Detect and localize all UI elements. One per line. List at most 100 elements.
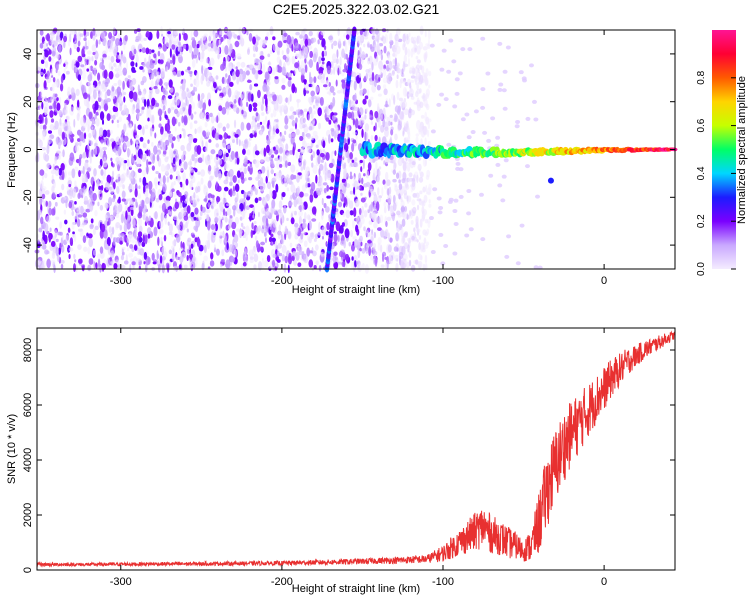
spectrogram-cell — [333, 130, 337, 140]
spectrogram-cell — [187, 66, 191, 71]
spectrogram-cell — [82, 70, 86, 81]
spectrogram-cell — [167, 31, 172, 35]
spectrogram-cell — [216, 196, 221, 203]
spectrogram-cell — [132, 203, 137, 211]
spectrogram-cell — [293, 259, 297, 266]
spectrogram-cell — [332, 40, 338, 46]
spectrogram-cell — [360, 216, 365, 225]
spectrogram-cell — [223, 189, 226, 200]
spectrogram-cell — [180, 70, 185, 76]
spectrogram-cell — [39, 198, 42, 205]
spectrogram-cell — [290, 174, 295, 180]
spectrogram-cell — [328, 162, 334, 169]
spectrogram-cell — [205, 208, 209, 213]
spectrogram-cell — [304, 64, 308, 73]
spectrogram-cell — [61, 131, 65, 140]
spectrogram-cell — [168, 79, 173, 88]
spectrogram-cell — [88, 149, 91, 159]
spectrogram-cell — [260, 149, 264, 156]
spectrogram-cell — [50, 259, 56, 264]
spectrogram-cell — [339, 56, 342, 66]
spectrogram-cell — [117, 79, 122, 87]
spectrogram-cell — [93, 261, 96, 269]
spectrogram-cell — [400, 260, 404, 269]
spectrogram-cell — [374, 170, 377, 177]
spectrogram-cell — [157, 236, 160, 246]
spectrogram-cell — [55, 246, 59, 257]
spectrogram-cell — [349, 175, 353, 180]
spectrogram-cell — [315, 244, 319, 251]
spectrogram-cell — [76, 46, 80, 53]
spectrogram-cell — [143, 37, 147, 42]
spectrogram-cell — [460, 47, 466, 52]
spectrogram-cell — [416, 59, 421, 64]
spectrogram-cell — [453, 221, 459, 226]
spectrogram-cell — [88, 237, 93, 248]
spectrogram-cell — [169, 87, 174, 93]
spectrogram-cell — [305, 181, 309, 189]
spectrogram-cell — [202, 153, 205, 162]
spectrogram-cell — [192, 138, 198, 143]
spectrogram-cell — [278, 224, 281, 232]
spectrogram-cell — [358, 63, 363, 70]
spectrogram-cell — [65, 234, 70, 243]
spectrogram-cell — [393, 49, 398, 58]
spectrogram-cell — [97, 93, 101, 98]
spectrogram-cell — [394, 39, 399, 48]
spectrogram-cell — [331, 257, 335, 262]
spectrogram-cell — [156, 74, 161, 83]
spectrogram-cell — [95, 139, 98, 144]
spectrogram-cell — [367, 99, 372, 108]
spectrogram-cell — [48, 56, 52, 62]
spectrogram-cell — [251, 222, 254, 230]
spectrogram-cell — [160, 236, 163, 245]
spectrogram-cell — [153, 53, 157, 59]
spectrogram-cell — [139, 177, 142, 183]
spectrogram-cell — [141, 106, 145, 110]
spectrogram-cell — [455, 161, 461, 166]
spectrogram-cell — [395, 79, 399, 89]
spectrogram-cell — [319, 96, 324, 106]
spectrogram-cell — [306, 247, 311, 257]
spectrogram-cell — [335, 79, 338, 87]
spectrogram-cell — [183, 161, 188, 170]
spectrogram-cell — [205, 213, 210, 222]
spectrogram-cell — [286, 152, 290, 157]
spectrogram-cell — [173, 191, 177, 198]
spectrogram-cell — [103, 137, 107, 145]
spectrogram-cell — [221, 142, 226, 148]
spectrogram-cell — [121, 248, 124, 254]
spectrogram-cell — [343, 202, 346, 208]
spectrogram-cell — [373, 193, 378, 204]
spectrogram-cell — [404, 206, 408, 212]
spectrogram-cell — [407, 177, 412, 183]
spectrogram-cell — [381, 186, 384, 197]
spectrogram-cell — [266, 181, 272, 190]
spectrogram-cell — [291, 55, 296, 65]
spectrogram-cell — [419, 218, 423, 228]
spectrogram-cell — [299, 135, 304, 142]
spectrogram-cell — [454, 91, 460, 96]
spectrogram-cell — [56, 35, 59, 41]
spectrogram-cell — [125, 210, 128, 220]
spectrogram-cell — [291, 43, 294, 52]
spectrogram-cell — [406, 194, 410, 204]
snr-x-tick-label: 0 — [601, 576, 607, 588]
spectrogram-cell — [39, 29, 44, 36]
spectrogram-cell — [158, 46, 162, 51]
spectrogram-cell — [267, 62, 272, 66]
spectrogram-cell — [73, 216, 79, 220]
spectrogram-cell — [119, 232, 125, 236]
spectrogram-cell — [173, 180, 176, 186]
spectrogram-y-tick-label: 40 — [22, 48, 34, 60]
spectrogram-cell — [324, 167, 329, 176]
spectrogram-cell — [106, 174, 112, 184]
spectrogram-cell — [273, 100, 279, 111]
spectrogram-cell — [214, 217, 219, 222]
spectrogram-cell — [308, 58, 314, 68]
spectrogram-cell — [226, 107, 230, 116]
spectrogram-cell — [495, 162, 501, 167]
spectrogram-cell — [306, 147, 312, 154]
spectrogram-cell — [42, 244, 47, 250]
